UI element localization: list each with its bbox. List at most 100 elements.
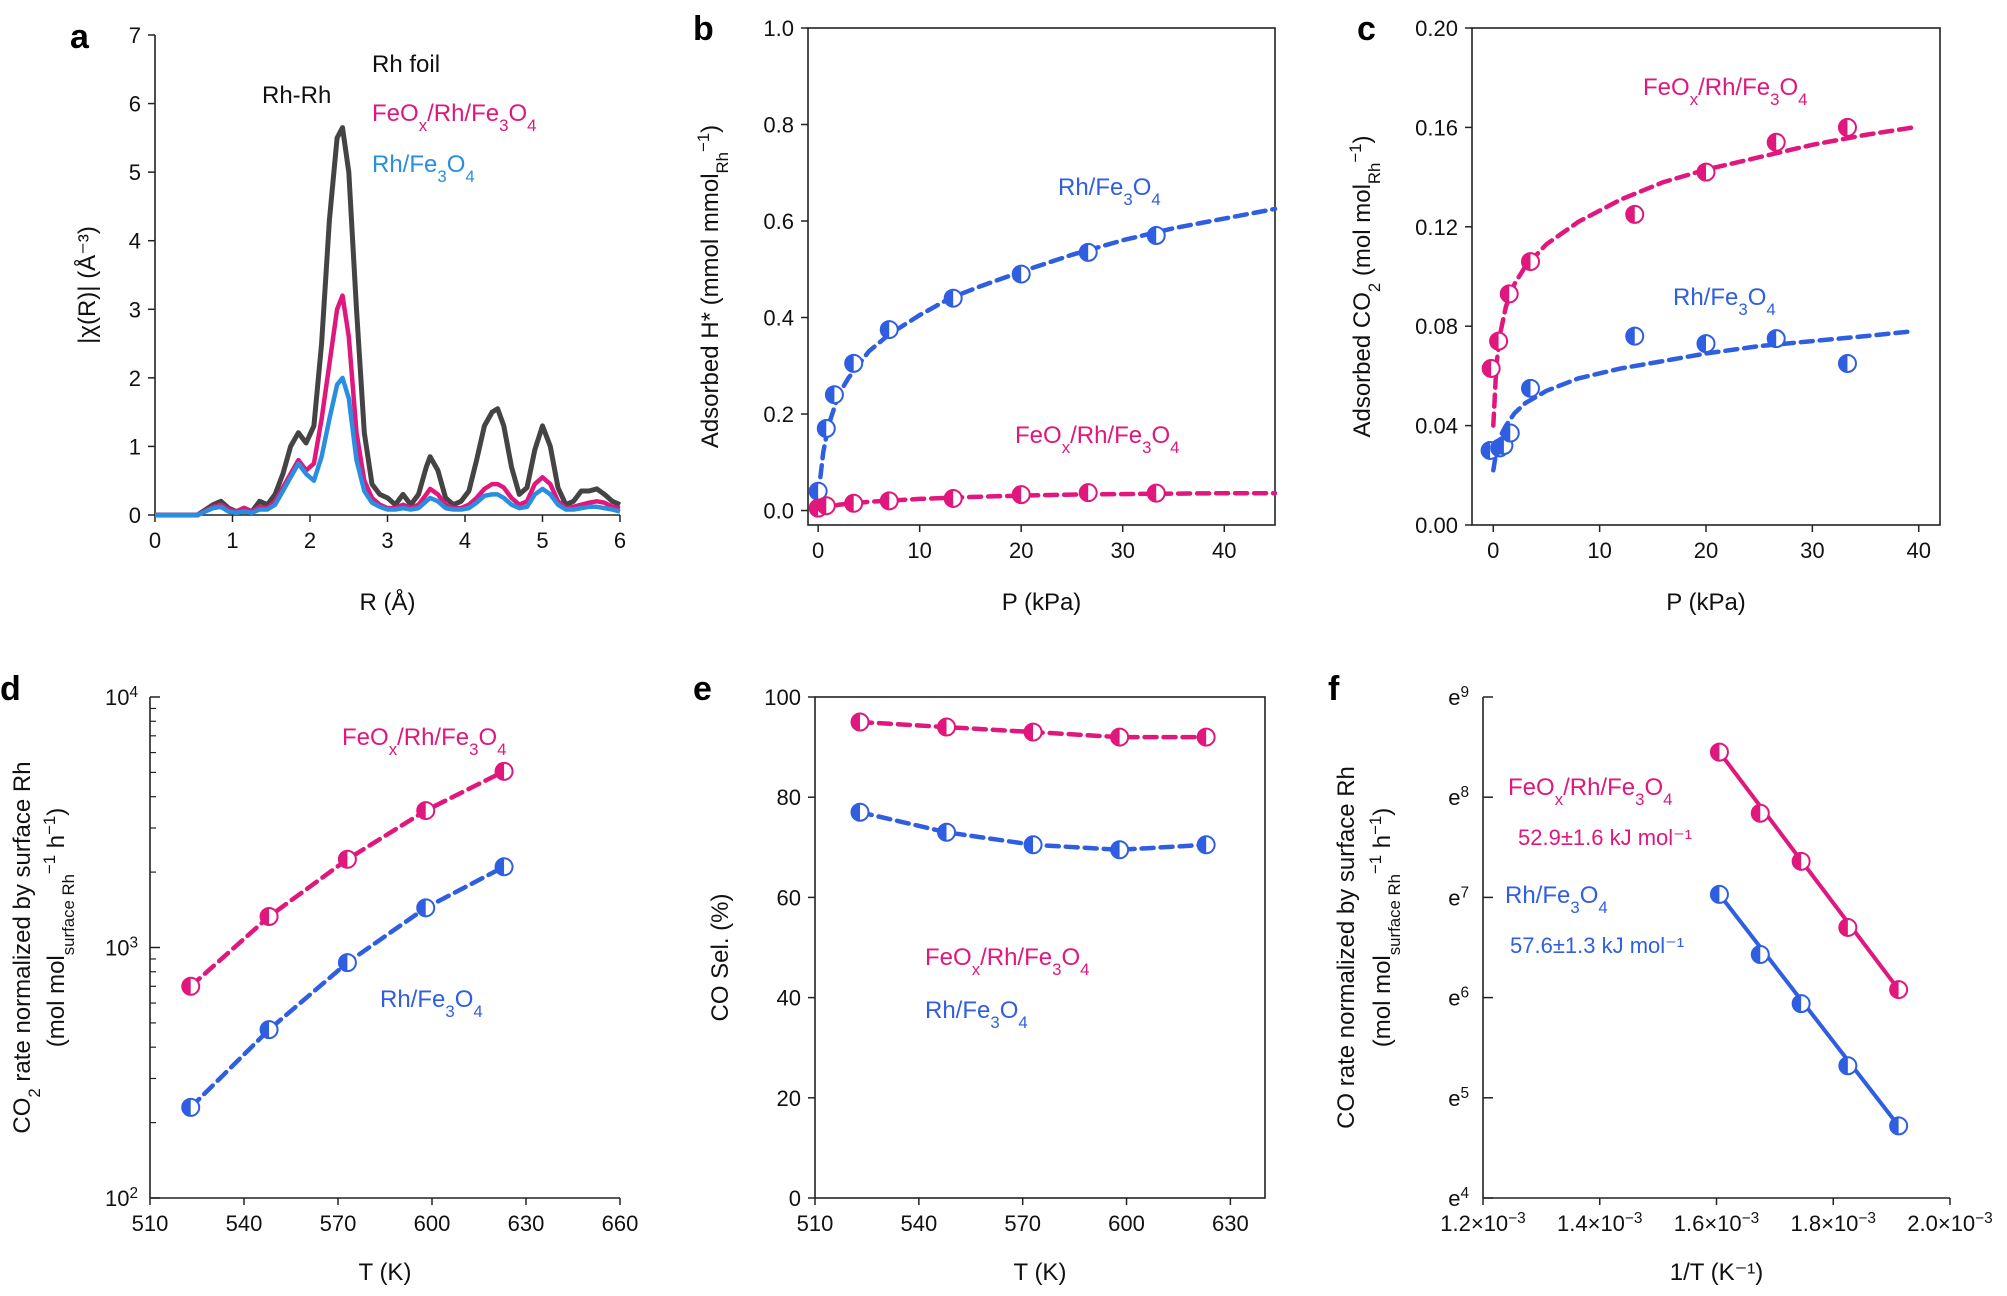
data-point [1196,727,1216,747]
legend-rh-fe3o4-part: 4 [1766,300,1775,319]
x-tick-label: 30 [1800,538,1824,563]
x-tick-label-part: 2.0 [1907,1211,1938,1236]
y-tick-label-part: 0.16 [1415,115,1458,140]
legend-feox-rh-fe3o4-part: 3 [1142,438,1151,457]
x-tick-label: 570 [320,1211,357,1236]
y-tick-label-part: 5 [1460,1084,1469,1101]
legend-feox-rh-fe3o4-part: 3 [1770,90,1779,109]
y-tick-label-part: e [1448,986,1460,1011]
data-point-fill [1012,486,1022,504]
plot-frame [1471,27,1941,526]
x-tick-label-part: 20 [1009,538,1033,563]
data-point [1837,117,1857,137]
y-tick-label-part: e [1448,885,1460,910]
legend-feox-rh-fe3o4-part: 4 [1170,438,1179,457]
legend-feox-rh-fe3o4-part: /Rh/Fe [1698,74,1770,101]
data-point-fill [1024,836,1034,854]
x-tick-label: 10 [907,538,931,563]
data-point-fill [809,499,819,517]
y-axis-label-part: |χ(R)| (Å⁻³) [73,226,101,344]
data-point-fill [845,354,854,372]
data-point [943,288,963,308]
data-point [1791,851,1811,871]
legend-rh-fe3o4-part: 4 [473,1002,482,1021]
legend-2-part: Rh/Fe [372,151,437,178]
x-axis-label-part: 1/T (K⁻¹) [1670,1259,1764,1286]
y-axis-label-units-part: ) [43,808,70,816]
x-tick-label-part: 1.4 [1557,1211,1588,1236]
data-point-fill [944,289,954,307]
data-point [1750,803,1770,823]
x-tick-label-part: 6 [614,528,626,553]
data-point [1889,1116,1909,1136]
data-point-fill [880,321,890,339]
legend-feox-rh-fe3o4-part: 3 [1052,960,1061,979]
y-tick-label-part: 0 [129,503,141,528]
data-point [1709,742,1729,762]
y-tick-label: e8 [1448,784,1469,811]
y-axis-label-part: rate normalized by surface Rh [9,761,36,1088]
data-point [416,801,436,821]
y-tick-label: e5 [1448,1084,1469,1111]
x-tick-label: 1.2×10−3 [1440,1210,1525,1237]
y-tick-label: 40 [777,986,801,1011]
y-tick-label: 0 [129,503,141,528]
data-point-fill [1839,918,1848,936]
y-tick-label-part: 0.8 [763,113,794,138]
legend-rh-fe3o4-part: Rh/Fe [1673,284,1738,311]
y-tick-label-part: 10 [105,685,129,710]
data-point [337,849,357,869]
data-point [879,320,899,340]
y-axis-label-units-part: (mol mol [1369,955,1396,1047]
data-point [816,496,836,516]
legend-feox-rh-fe3o4: FeOx/Rh/Fe3O4 [1643,74,1807,109]
fit-line-0 [1491,125,1916,428]
legend-feox-rh-fe3o4: FeOx/Rh/Fe3O4 [342,724,506,759]
legend-1-part: /Rh/Fe [427,100,499,127]
data-point-fill [1522,253,1531,271]
x-axis-label: R (Å) [360,588,416,616]
x-tick-label: 510 [797,1211,834,1236]
y-tick-label: e7 [1448,884,1469,911]
data-point [416,898,436,918]
x-tick-label: 600 [1108,1211,1145,1236]
data-point [937,717,957,737]
data-point-fill [1751,946,1761,964]
legend-2-part: O [447,151,466,178]
data-point [1500,423,1520,443]
legend-feox-rh-fe3o4-part: O [1644,774,1663,801]
y-axis-label: CO2 rate normalized by surface Rh [9,761,44,1133]
data-point [259,1020,279,1040]
data-point [1023,722,1043,742]
data-point-fill [1751,804,1761,822]
y-axis-label: CO rate normalized by surface Rh [1333,766,1360,1129]
legend-feox-rh-fe3o4-part: O [1151,422,1170,449]
legend-rh-fe3o4: Rh/Fe3O4 [925,997,1028,1032]
y-tick-label-part: 6 [1460,984,1469,1001]
legend-1-part: FeO [372,100,419,127]
legend-rh-fe3o4-part: 3 [990,1013,999,1032]
y-tick-label-part: 0.12 [1415,215,1458,240]
x-axis-label-part: T (K) [359,1259,412,1286]
y-tick-label: 103 [105,934,138,961]
data-point-fill [1501,424,1511,442]
y-tick-label-part: 2 [129,1185,138,1202]
data-point-fill [1490,332,1499,350]
y-axis-label-part: Adsorbed CO [1349,292,1376,437]
data-point-fill [182,977,191,995]
data-point [850,802,870,822]
legend-rh-fe3o4-part: Rh/Fe [1058,174,1123,201]
data-point [1146,225,1166,245]
legend-feox-rh-fe3o4-part: 4 [1080,960,1089,979]
legend-rh-fe3o4-part: O [1000,997,1019,1024]
y-axis-label: CO Sel. (%) [707,893,734,1021]
data-point [937,822,957,842]
legend-rh-fe3o4-part: Rh/Fe [380,986,445,1013]
x-axis-label-part: P (kPa) [1002,589,1082,616]
x-axis-label-part: P (kPa) [1666,589,1746,616]
y-tick-label-part: 5 [129,160,141,185]
data-point [1625,204,1645,224]
legend-rh-fe3o4-part: O [1580,882,1599,909]
legend-rh-fe3o4-part: O [1748,284,1767,311]
